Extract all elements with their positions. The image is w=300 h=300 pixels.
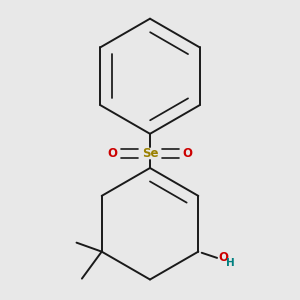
Text: H: H [226,258,235,268]
Text: O: O [218,251,228,264]
Text: O: O [182,147,192,160]
Text: Se: Se [142,147,158,160]
Text: O: O [108,147,118,160]
